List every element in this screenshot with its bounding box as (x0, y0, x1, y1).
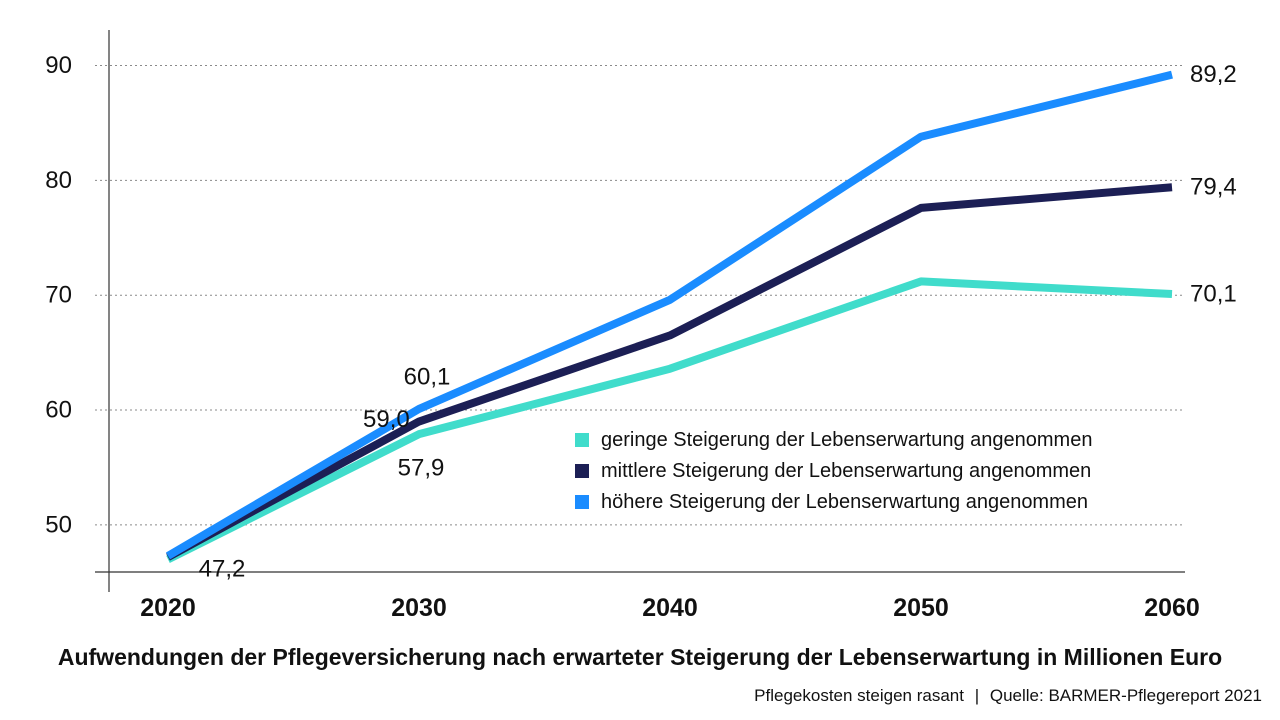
legend-label-hoch: höhere Steigerung der Lebenserwartung an… (601, 491, 1088, 513)
x-tick-label: 2060 (1144, 594, 1200, 622)
line-chart: 50 60 70 80 90 2020 2030 2040 2050 2060 47,2 57,9… (45, 30, 1237, 622)
y-tick-label: 60 (45, 397, 72, 424)
source-subtitle: Pflegekosten steigen rasant (754, 686, 964, 705)
y-tick-label: 50 (45, 511, 72, 538)
legend-label-gering: geringe Steigerung der Lebenserwartung a… (601, 429, 1092, 451)
data-label: 57,9 (398, 455, 445, 482)
x-axis-ticks: 2020 2030 2040 2050 2060 (140, 594, 1200, 622)
y-tick-label: 70 (45, 282, 72, 309)
series-line-hoch (165, 70, 1173, 560)
x-tick-label: 2050 (893, 594, 949, 622)
axes (95, 30, 1185, 592)
data-label: 59,0 (363, 406, 410, 433)
source-line: Pflegekosten steigen rasant | Quelle: BA… (754, 686, 1262, 706)
data-label: 70,1 (1190, 281, 1237, 308)
x-tick-label: 2040 (642, 594, 698, 622)
legend-swatch-mittel (575, 464, 589, 478)
y-axis-ticks: 50 60 70 80 90 (45, 52, 72, 538)
source-separator: | (974, 686, 980, 705)
x-tick-label: 2020 (140, 594, 196, 622)
grid-lines (95, 64, 1185, 526)
legend-label-mittel: mittlere Steigerung der Lebenserwartung … (601, 460, 1091, 482)
series-line-mittel (166, 183, 1173, 561)
y-tick-label: 90 (45, 52, 72, 79)
x-tick-label: 2030 (391, 594, 447, 622)
data-labels: 47,2 57,9 59,0 60,1 89,2 79,4 70,1 (199, 61, 1237, 582)
data-label: 79,4 (1190, 174, 1237, 201)
chart-caption: Aufwendungen der Pflegeversicherung nach… (57, 644, 1223, 670)
source-credit: Quelle: BARMER-Pflegereport 2021 (989, 686, 1262, 705)
y-tick-label: 80 (45, 167, 72, 194)
legend-swatch-gering (575, 433, 589, 447)
legend-swatch-hoch (575, 495, 589, 509)
data-label: 47,2 (199, 556, 246, 583)
data-label: 89,2 (1190, 61, 1237, 88)
data-label: 60,1 (404, 363, 451, 390)
legend: geringe Steigerung der Lebenserwartung a… (575, 429, 1092, 513)
series-line-gering (166, 277, 1173, 563)
series-lines (165, 70, 1173, 563)
